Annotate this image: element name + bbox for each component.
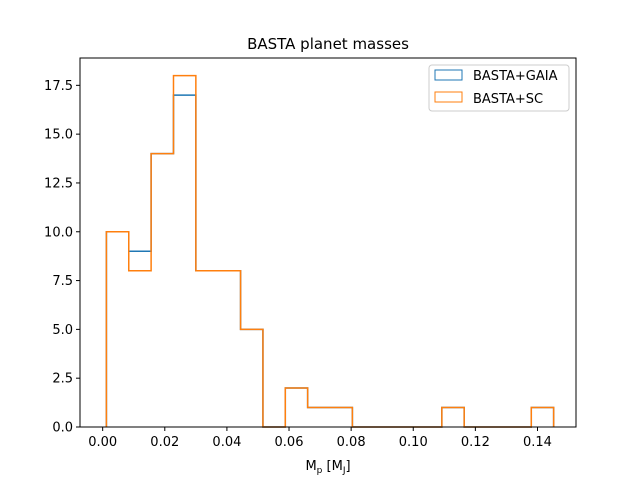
y-tick-label: 12.5 — [44, 176, 73, 191]
legend-label-basta-sc: BASTA+SC — [473, 92, 543, 107]
x-axis-label-sub2: J — [342, 466, 346, 476]
y-axis: 0.0 2.5 5.0 7.5 10.0 12.5 15.0 17.5 — [44, 79, 80, 436]
x-tick-label: 0.04 — [212, 435, 241, 450]
chart-title: BASTA planet masses — [247, 35, 409, 53]
x-axis-label-sub: p — [317, 466, 323, 476]
series-layer — [105, 74, 555, 428]
legend-swatch-basta-gaia — [434, 69, 463, 81]
x-tick-label: 0.10 — [399, 435, 428, 450]
plot-frame — [79, 57, 577, 428]
x-tick-label: 0.12 — [461, 435, 490, 450]
legend: BASTA+GAIA BASTA+SC — [428, 64, 570, 112]
x-tick-label: 0.02 — [150, 435, 179, 450]
x-tick-label: 0.08 — [337, 435, 366, 450]
x-tick-label: 0.06 — [275, 435, 304, 450]
y-tick-label: 0.0 — [52, 421, 73, 436]
x-axis-label-end: ] — [345, 459, 350, 474]
x-axis-label: Mp [MJ] — [305, 459, 350, 476]
x-axis: 0.00 0.02 0.04 0.06 0.08 0.10 0.12 0.14 — [88, 427, 552, 450]
y-tick-label: 2.5 — [52, 372, 73, 387]
x-tick-label: 0.00 — [88, 435, 117, 450]
x-axis-label-mid: [M — [322, 459, 342, 474]
y-tick-label: 5.0 — [52, 323, 73, 338]
y-tick-label: 15.0 — [44, 128, 73, 143]
y-tick-label: 10.0 — [44, 225, 73, 240]
series-step-basta-sc — [105, 74, 555, 428]
legend-swatch-basta-sc — [434, 91, 463, 103]
legend-box — [428, 64, 570, 112]
x-tick-label: 0.14 — [523, 435, 552, 450]
x-axis-label-base: M — [305, 459, 316, 474]
y-tick-label: 7.5 — [52, 274, 73, 289]
y-tick-label: 17.5 — [44, 79, 73, 94]
legend-label-basta-gaia: BASTA+GAIA — [473, 69, 558, 84]
